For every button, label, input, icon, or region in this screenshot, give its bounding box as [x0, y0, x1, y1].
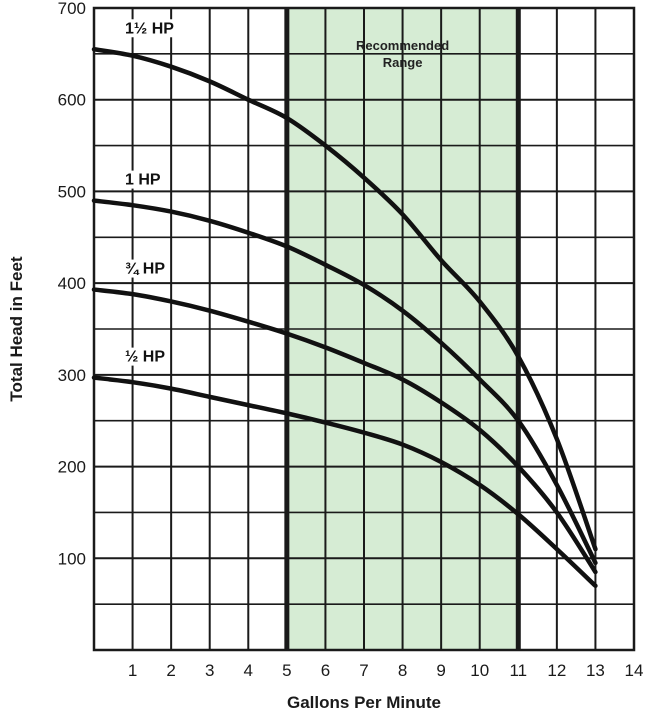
- recommended-range-label-line2: Range: [383, 55, 423, 70]
- x-tick-label: 1: [128, 661, 137, 680]
- grid-lines: [94, 8, 634, 650]
- x-tick-label: 14: [625, 661, 644, 680]
- y-tick-label: 300: [58, 366, 86, 385]
- series-label-1-hp: 1 HP: [125, 172, 161, 189]
- recommended-range-label-line1: Recommended: [356, 38, 449, 53]
- x-tick-label: 8: [398, 661, 407, 680]
- series-label-0-5-hp: ½ HP: [125, 349, 165, 366]
- y-tick-label: 400: [58, 274, 86, 293]
- x-tick-label: 9: [436, 661, 445, 680]
- y-tick-label: 600: [58, 91, 86, 110]
- x-tick-label: 5: [282, 661, 291, 680]
- series-label-0-75-hp: ¾ HP: [125, 261, 165, 278]
- x-tick-label: 10: [470, 661, 489, 680]
- series-label-1-5-hp: 1½ HP: [125, 20, 174, 37]
- x-tick-label: 13: [586, 661, 605, 680]
- y-axis-title: Total Head in Feet: [7, 256, 26, 401]
- x-tick-label: 11: [509, 661, 527, 680]
- x-tick-label: 3: [205, 661, 214, 680]
- y-tick-label: 100: [58, 549, 86, 568]
- y-tick-label: 700: [58, 0, 86, 18]
- x-axis-title: Gallons Per Minute: [287, 693, 441, 712]
- y-tick-label: 500: [58, 182, 86, 201]
- x-tick-label: 6: [321, 661, 330, 680]
- x-tick-label: 12: [547, 661, 566, 680]
- y-tick-label: 200: [58, 458, 86, 477]
- x-tick-label: 7: [359, 661, 368, 680]
- series-labels: 1½ HP 1 HP ¾ HP ½ HP: [121, 19, 176, 365]
- x-tick-label: 2: [166, 661, 175, 680]
- x-tick-label: 4: [244, 661, 253, 680]
